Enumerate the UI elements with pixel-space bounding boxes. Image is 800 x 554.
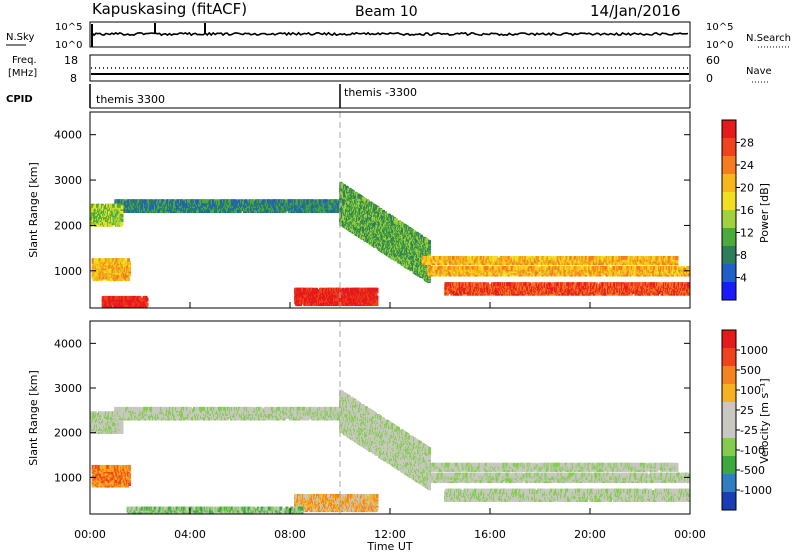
nsky-left-tick-top: 10^5 [55,22,82,33]
freq-panel: Freq. [MHz] 18 8 60 0 Nave [8,54,772,85]
power-data-cell [120,221,124,226]
power-data-cell [507,256,511,261]
freq-label-line1: Freq. [12,55,37,66]
nsearch-label: N.Search [746,33,791,44]
power-data-cell [211,209,215,214]
nsky-trace [91,31,689,37]
power-data-cell [182,200,185,205]
freq-right-tick-bottom: 0 [706,72,713,85]
station-title: Kapuskasing (fitACF) [92,0,247,18]
power-data-cell [428,250,431,255]
freq-label-line2: [MHz] [8,68,37,79]
nsky-label: N.Sky [6,32,34,43]
date-title: 14/Jan/2016 [590,2,681,20]
power-cells [90,181,690,308]
nsky-right-tick-top: 10^5 [706,22,733,33]
power-data-cell [232,199,236,204]
freq-left-tick-top: 18 [64,54,78,67]
nave-label: Nave [746,66,772,77]
freq-right-tick-top: 60 [706,54,720,67]
power-data-cell [237,199,241,204]
cpid-label: CPID [6,94,33,105]
power-data-cell [120,217,124,222]
cpid-panel: CPID themis 3300 themis -3300 [6,84,691,109]
power-data-cell [381,216,384,221]
freq-left-tick-bottom: 8 [70,72,77,85]
nsky-right-tick-bottom: 10^0 [706,40,733,51]
nsky-panel: N.Sky 10^5 10^0 10^5 10^0 N.Search [6,21,791,51]
cpid-segment-1: themis 3300 [96,93,165,106]
power-data-cell [352,190,355,195]
beam-title: Beam 10 [355,4,418,20]
power-data-cell [120,205,124,210]
power-data-cell [362,216,365,221]
power-data-cell [210,204,214,209]
power-data-cell [428,240,431,245]
power-data-cell [569,256,573,261]
power-data-cell [573,256,577,261]
power-data-cell [615,261,619,266]
cpid-segment-2: themis -3300 [344,86,417,99]
power-data-cell [364,198,367,203]
nsky-left-tick-bottom: 10^0 [55,40,82,51]
power-data-cell [141,199,144,204]
